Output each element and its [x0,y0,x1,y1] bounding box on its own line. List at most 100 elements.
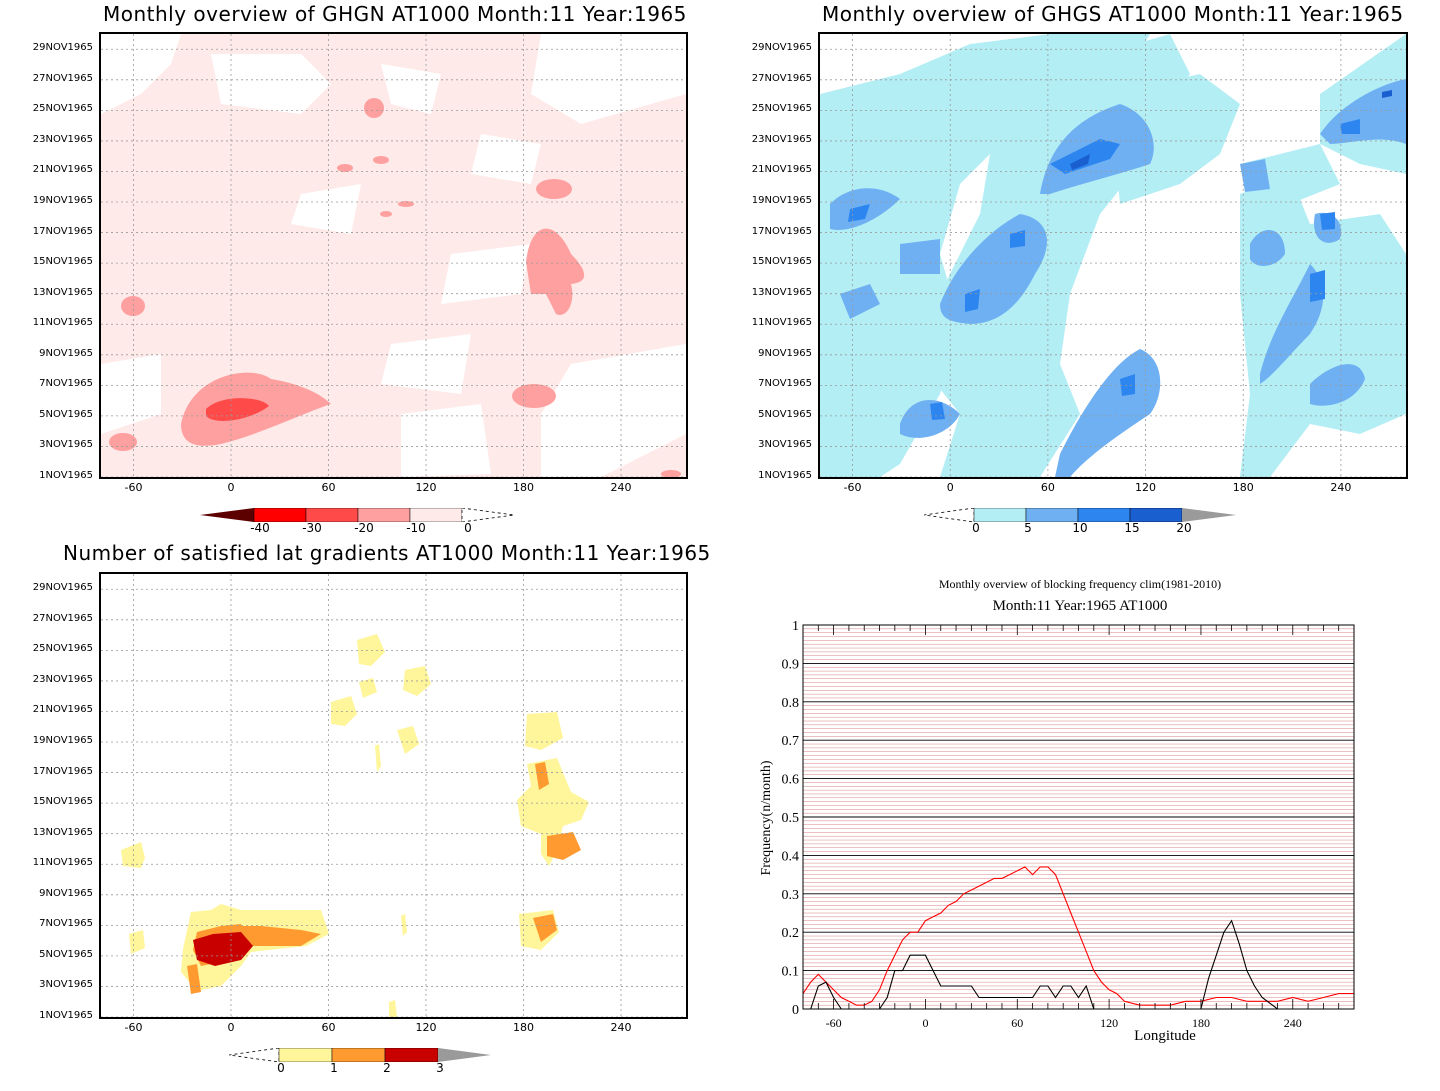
ghgs-y-tick-label: 5NOV1965 [758,408,812,420]
gradients-x-tick-label: 180 [513,1021,534,1034]
blocking-series [802,866,1354,1010]
ghgn-x-tick-label: 180 [513,481,534,494]
ghgn-colorbar-label: 0 [464,521,472,535]
blocking-axes: -60 0 60 120 180 240 0 0.1 0.2 0.3 0.4 0.5 0.6 0.7 0.8… [782,619,1355,1030]
ghgn-x-tick-label: 0 [227,481,235,494]
gradients-y-tick-label: 1NOV1965 [39,1010,93,1021]
ghgn-y-tick-label: 11NOV1965 [32,317,93,329]
ghgs-y-tick-label: 27NOV1965 [751,72,812,84]
gradients-y-tick-label: 25NOV1965 [32,643,93,655]
ghgn-y-tick-label: 7NOV1965 [39,378,93,390]
ghgs-colorbar [923,507,1244,526]
ghgs-colorbar-label: 15 [1124,521,1140,535]
gradients-y-tick-label: 15NOV1965 [32,796,93,808]
gradients-y-tick-label: 5NOV1965 [39,948,93,960]
blocking-y-tick-label: 0.2 [782,926,800,941]
ghgs-y-tick-label: 19NOV1965 [751,195,812,207]
ghgs-x-tick-label: 0 [946,481,954,494]
ghgs-y-tick-label: 13NOV1965 [751,286,812,298]
blocking-x-tick-label: 60 [1011,1016,1023,1030]
blocking-y-tick-label: 0.5 [782,811,800,826]
blocking-y-tick-label: 0.3 [782,888,800,903]
ghgn-y-tick-label: 3NOV1965 [39,439,93,451]
ghgn-x-tick-label: -60 [124,481,143,494]
blocking-title: Monthly overview of blocking frequency c… [938,577,1222,591]
blocking-y-tick-label: 0.9 [782,657,800,672]
blocking-y-tick-label: 0.7 [782,734,800,749]
ghgn-heatmap [101,34,686,477]
blocking-subtitle: Month:11 Year:1965 AT1000 [992,598,1168,614]
gradients-y-tick-label: 3NOV1965 [39,979,93,991]
gradients-colorbar-label: 2 [383,1061,391,1075]
ghgs-y-tick-label: 11NOV1965 [751,317,812,329]
ghgn-y-tick-label: 25NOV1965 [32,103,93,115]
blocking-ylabel: Frequency(n/month) [759,760,774,875]
ghgn-plot-area [99,32,688,479]
ghgs-plot-area [818,32,1408,479]
gradients-colorbar [228,1047,499,1066]
blocking-grid [803,624,1354,1010]
ghgn-colorbar-label: -10 [406,521,426,535]
ghgs-colorbar-label: 5 [1024,521,1032,535]
blocking-x-tick-label: -60 [826,1016,842,1030]
ghgn-y-tick-label: 27NOV1965 [32,72,93,84]
ghgs-y-tick-label: 9NOV1965 [758,347,812,359]
ghgs-x-tick-label: 60 [1040,481,1055,494]
ghgs-x-tick-label: -60 [843,481,862,494]
gradients-x-tick-label: -60 [124,1021,143,1034]
ghgs-y-tick-label: 17NOV1965 [751,225,812,237]
blocking-y-tick-label: 0.1 [782,965,800,980]
ghgn-y-tick-label: 5NOV1965 [39,408,93,420]
gradients-x-tick-label: 0 [227,1021,235,1034]
ghgn-colorbar-label: -30 [302,521,322,535]
gradients-y-tick-label: 17NOV1965 [32,765,93,777]
gradients-y-tick-label: 13NOV1965 [32,826,93,838]
ghgs-y-tick-label: 29NOV1965 [751,42,812,54]
gradients-y-tick-label: 21NOV1965 [32,704,93,716]
ghgn-colorbar [200,507,520,526]
gradients-y-tick-label: 19NOV1965 [32,735,93,747]
ghgn-y-tick-label: 9NOV1965 [39,347,93,359]
blocking-y-tick-label: 0 [792,1003,799,1018]
ghgn-y-tick-label: 23NOV1965 [32,133,93,145]
gradients-y-tick-label: 27NOV1965 [32,612,93,624]
gradients-y-tick-label: 29NOV1965 [32,582,93,594]
ghgn-y-tick-label: 15NOV1965 [32,256,93,268]
ghgs-colorbar-label: 10 [1072,521,1088,535]
ghgn-y-tick-label: 21NOV1965 [32,164,93,176]
ghgs-x-tick-label: 120 [1135,481,1157,494]
ghgn-x-tick-label: 120 [415,481,437,494]
gradients-colorbar-label: 3 [436,1061,444,1075]
blocking-y-tick-label: 0.8 [782,696,800,711]
ghgs-y-tick-label: 1NOV1965 [758,470,812,481]
ghgn-title: Monthly overview of GHGN AT1000 Month:11… [103,2,687,26]
ghgs-x-tick-label: 240 [1330,481,1352,494]
ghgs-y-tick-label: 21NOV1965 [751,164,812,176]
ghgs-title: Monthly overview of GHGS AT1000 Month:11… [822,2,1404,26]
ghgs-colorbar-label: 20 [1176,521,1192,535]
gradients-x-tick-label: 120 [415,1021,437,1034]
ghgn-x-tick-label: 60 [321,481,336,494]
blocking-xlabel: Longitude [1134,1028,1196,1044]
ghgn-colorbar-label: -40 [250,521,270,535]
gradients-y-tick-label: 11NOV1965 [32,857,93,869]
blocking-y-tick-label: 0.4 [782,849,800,864]
ghgs-x-tick-label: 180 [1232,481,1254,494]
blocking-x-tick-label: 120 [1100,1016,1118,1030]
gradients-plot-area [99,572,688,1019]
ghgn-colorbar-label: -20 [354,521,374,535]
blocking-y-tick-label: 1 [792,619,799,634]
gradients-x-tick-label: 240 [610,1021,632,1034]
blocking-series-red-line [802,866,1354,1006]
ghgs-y-tick-label: 3NOV1965 [758,439,812,451]
gradients-y-tick-label: 9NOV1965 [39,887,93,899]
gradients-colorbar-label: 1 [330,1061,338,1075]
blocking-x-tick-label: 240 [1284,1016,1302,1030]
ghgs-y-tick-label: 23NOV1965 [751,133,812,145]
ghgs-y-tick-label: 7NOV1965 [758,378,812,390]
ghgn-y-tick-label: 17NOV1965 [32,225,93,237]
ghgn-y-tick-label: 29NOV1965 [32,42,93,54]
ghgs-colorbar-label: 0 [972,521,980,535]
ghgs-heatmap [820,34,1406,477]
blocking-y-tick-label: 0.6 [782,773,800,788]
